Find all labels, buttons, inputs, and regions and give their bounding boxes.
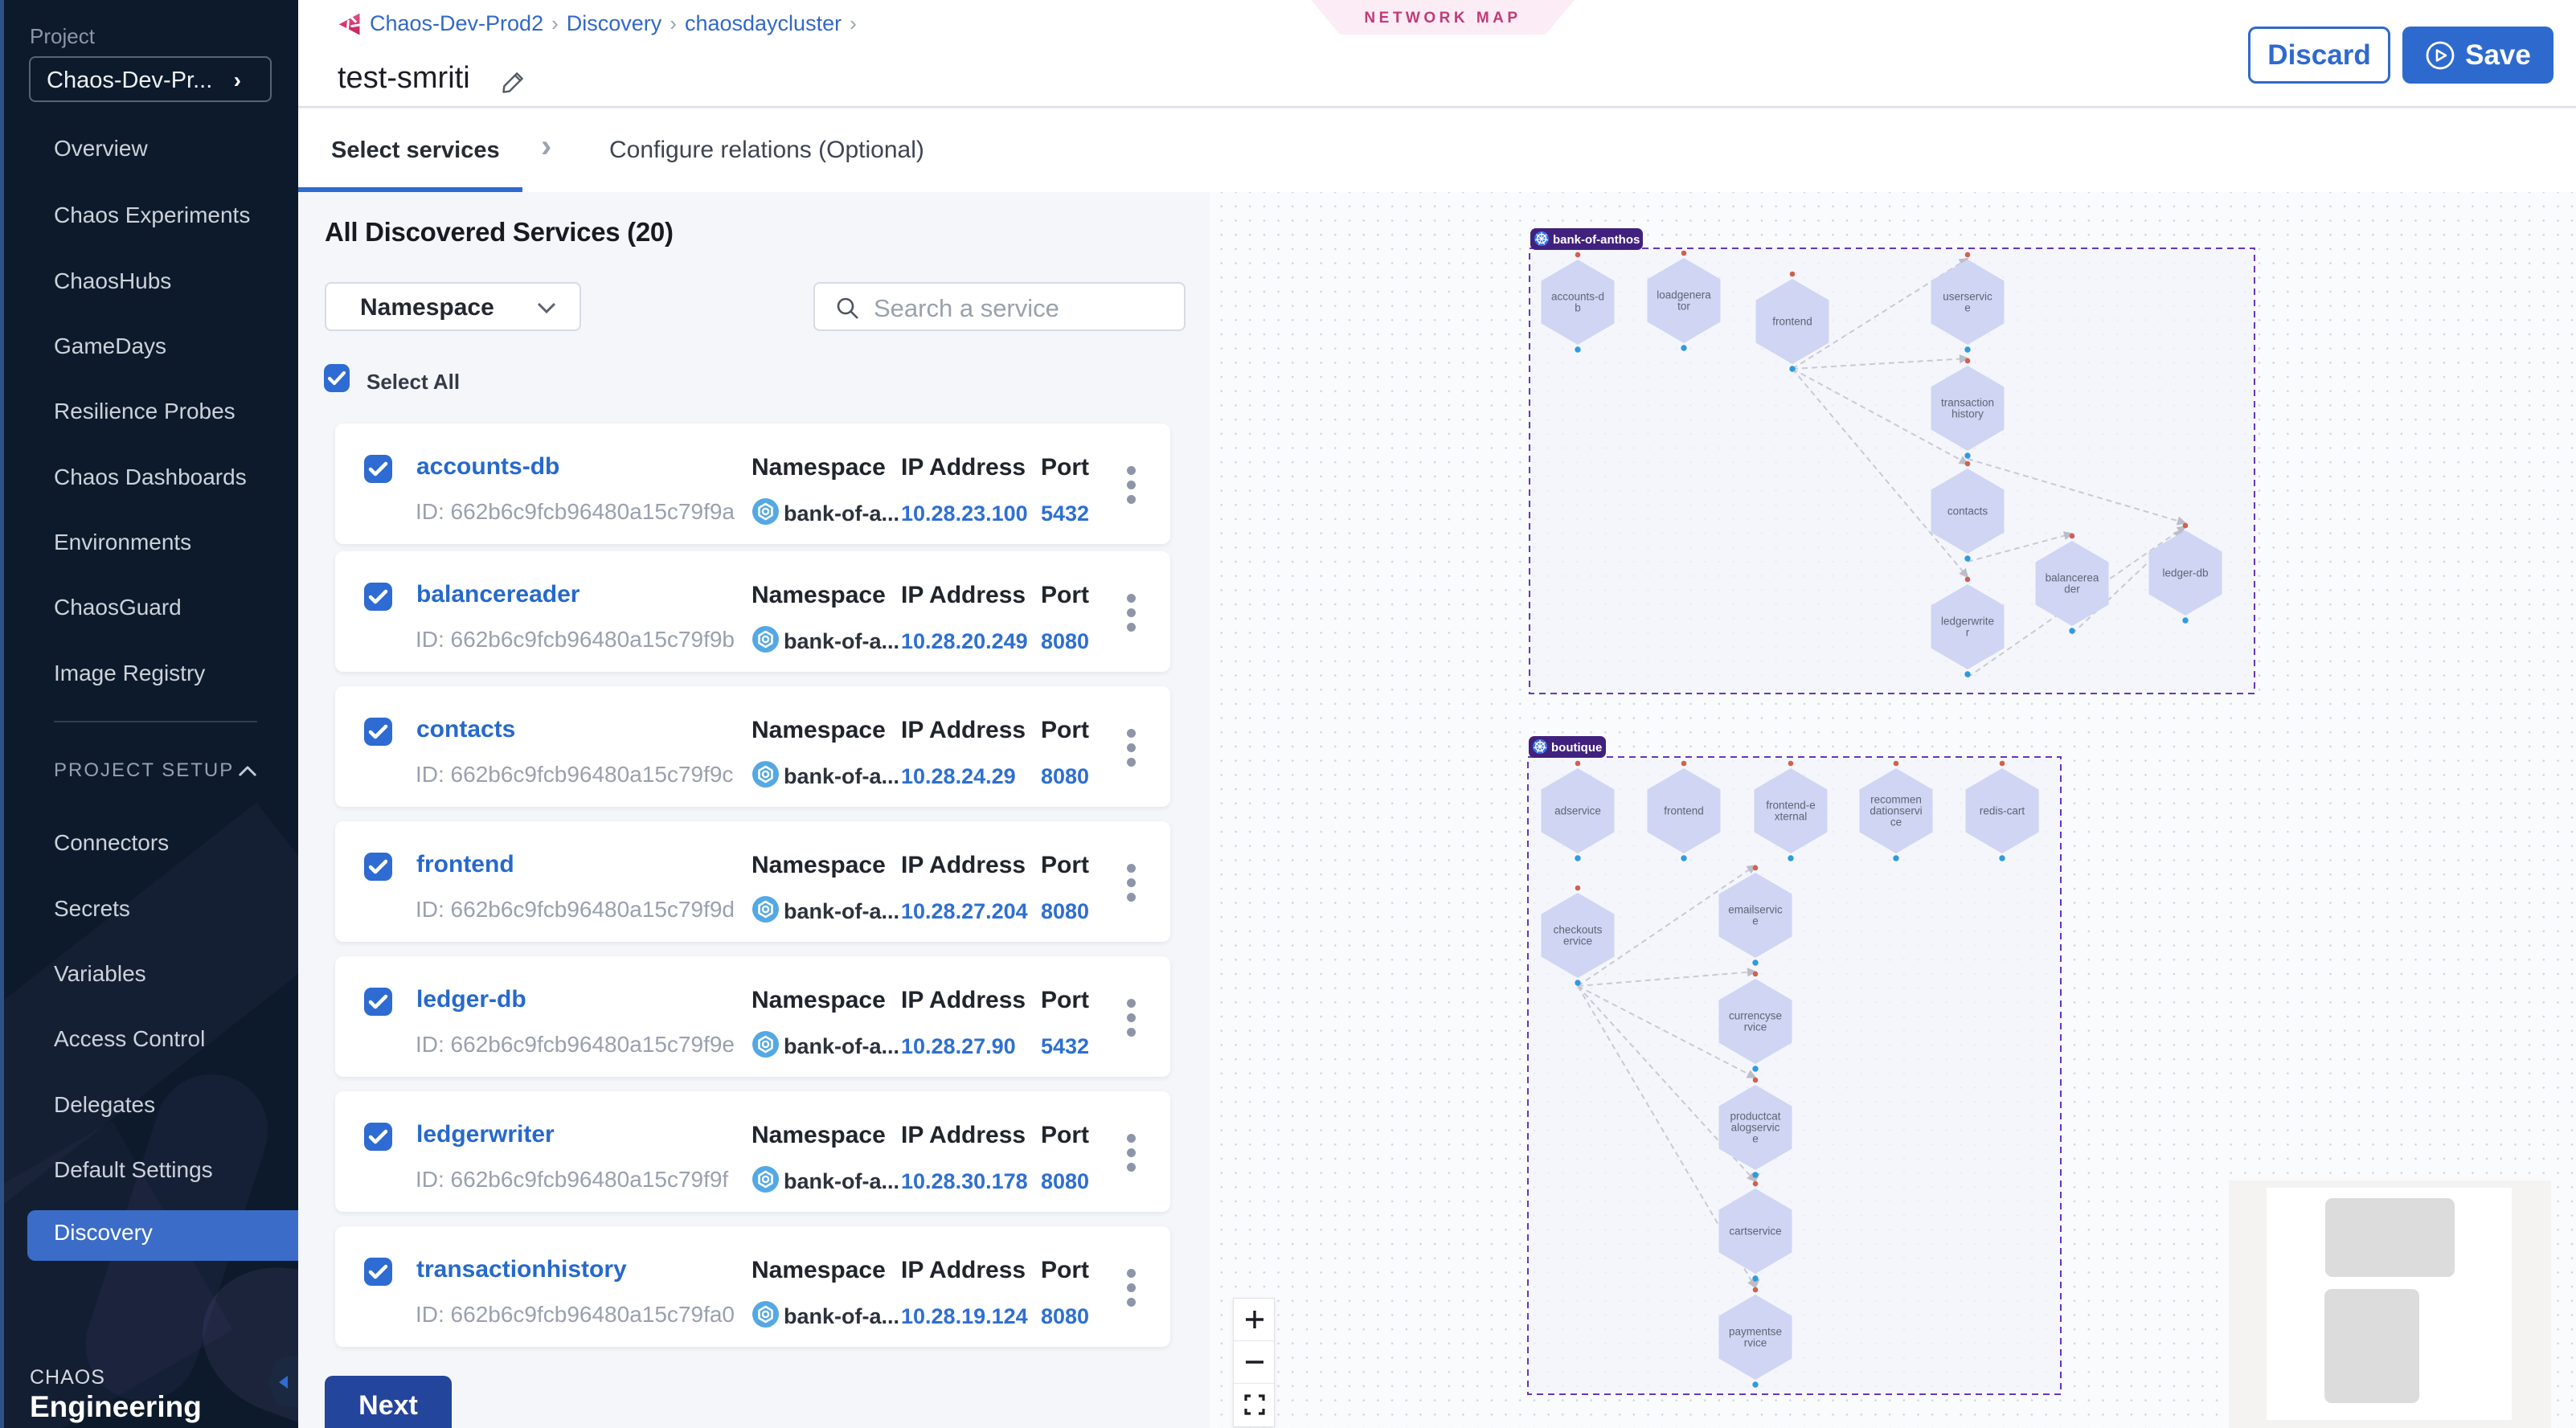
svg-text:redis-cart: redis-cart <box>1980 805 2025 817</box>
svg-text:transactionhistory: transaction history <box>1941 397 1994 420</box>
svg-text:accounts-db: accounts-d b <box>1551 291 1604 314</box>
svg-text:balancereader: balancerea der <box>2046 572 2099 595</box>
svg-text:ledgerwriter: ledgerwrite r <box>1941 616 1994 639</box>
svg-text:adservice: adservice <box>1554 805 1601 817</box>
svg-text:boutique: boutique <box>1551 741 1602 755</box>
svg-text:cartservice: cartservice <box>1729 1225 1781 1238</box>
svg-text:frontend: frontend <box>1664 805 1704 817</box>
svg-text:bank-of-anthos: bank-of-anthos <box>1553 233 1640 247</box>
svg-text:ledger-db: ledger-db <box>2162 567 2208 579</box>
svg-text:frontend: frontend <box>1772 316 1812 328</box>
svg-text:contacts: contacts <box>1947 505 1988 518</box>
